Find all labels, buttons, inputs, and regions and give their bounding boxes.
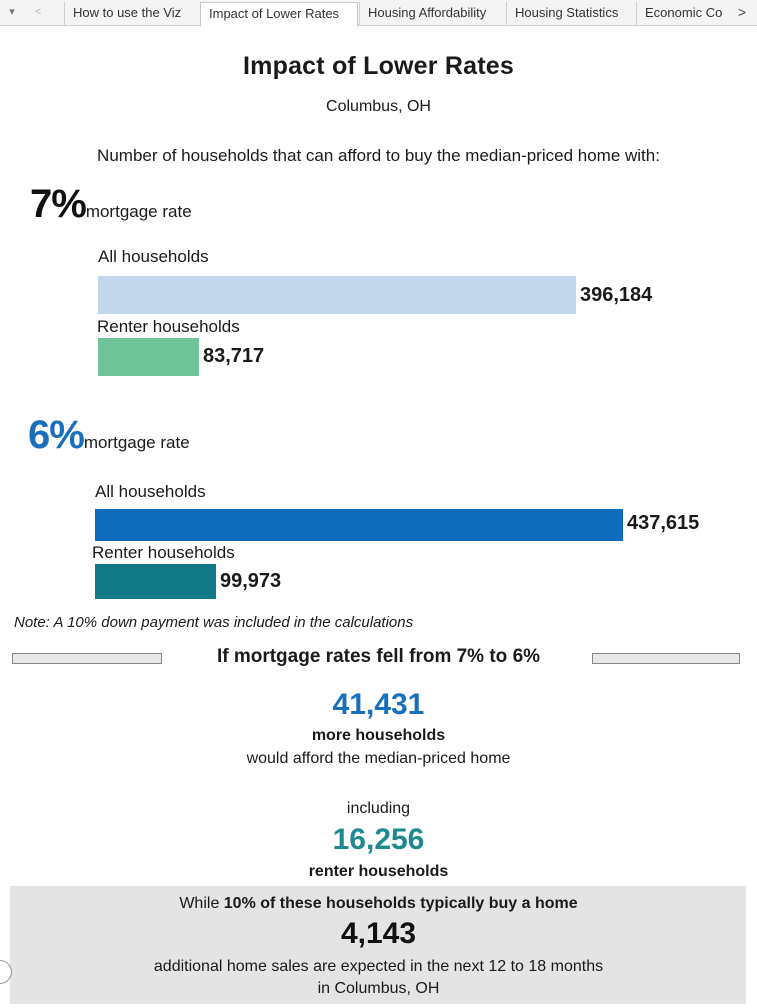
tab-impact-of-lower-rates[interactable]: Impact of Lower Rates [200, 2, 358, 27]
tab-list-dropdown-icon[interactable]: ▾ [9, 6, 15, 18]
sales-description-line2: in Columbus, OH [317, 980, 440, 997]
rate-7-all-label: All households [98, 247, 209, 266]
more-households-label: more households [311, 727, 446, 744]
additional-sales-value: 4,143 [340, 917, 417, 950]
sales-description-line1: additional home sales are expected in th… [153, 958, 604, 975]
sales-prefix: While [179, 895, 224, 912]
location-subtitle: Columbus, OH [326, 98, 431, 115]
renter-households-value: 16,256 [332, 823, 425, 856]
tab-next-icon[interactable]: > [737, 4, 747, 20]
rate-6-heading: 6%mortgage rate [28, 413, 190, 458]
rate-7-value: 7% [30, 182, 87, 226]
sheet-tab-bar: ▾ < How to use the Viz Impact of Lower R… [0, 0, 757, 27]
rate-6-value: 6% [28, 413, 85, 457]
tab-how-to-use[interactable]: How to use the Viz [64, 2, 200, 25]
home-sales-panel [10, 886, 746, 1004]
rate-6-all-value: 437,615 [627, 512, 700, 534]
tab-housing-statistics[interactable]: Housing Statistics [506, 2, 636, 25]
divider-left [12, 653, 162, 664]
more-households-value: 41,431 [332, 688, 425, 721]
tab-prev-icon[interactable]: < [34, 6, 42, 18]
sales-statement: While 10% of these households typically … [0, 895, 757, 913]
page-title: Impact of Lower Rates [243, 52, 514, 80]
including-text: including [346, 800, 411, 817]
sales-bold-text: 10% of these households typically buy a … [223, 895, 578, 912]
affordability-question: Number of households that can afford to … [97, 146, 660, 165]
rate-7-all-bar[interactable] [98, 276, 576, 314]
divider-right [592, 653, 740, 664]
rate-7-suffix: mortgage rate [85, 202, 192, 221]
rate-7-renter-label: Renter households [97, 317, 240, 336]
tab-housing-affordability[interactable]: Housing Affordability [359, 2, 506, 25]
tab-economic-co[interactable]: Economic Co [636, 2, 730, 25]
down-payment-note: Note: A 10% down payment was included in… [14, 614, 414, 631]
rate-6-suffix: mortgage rate [83, 433, 190, 452]
rate-6-all-bar[interactable] [95, 509, 623, 541]
rate-6-renter-value: 99,973 [220, 570, 282, 592]
rate-7-all-value: 396,184 [580, 284, 653, 306]
rate-6-all-label: All households [95, 482, 206, 501]
renter-households-label: renter households [308, 863, 449, 880]
rate-7-renter-bar[interactable] [98, 338, 199, 376]
rate-6-renter-label: Renter households [92, 543, 235, 562]
rate-7-heading: 7%mortgage rate [30, 182, 192, 227]
more-households-description: would afford the median-priced home [246, 750, 511, 767]
rate-drop-heading: If mortgage rates fell from 7% to 6% [216, 646, 541, 667]
rate-7-renter-value: 83,717 [203, 345, 265, 367]
rate-6-renter-bar[interactable] [95, 564, 216, 599]
